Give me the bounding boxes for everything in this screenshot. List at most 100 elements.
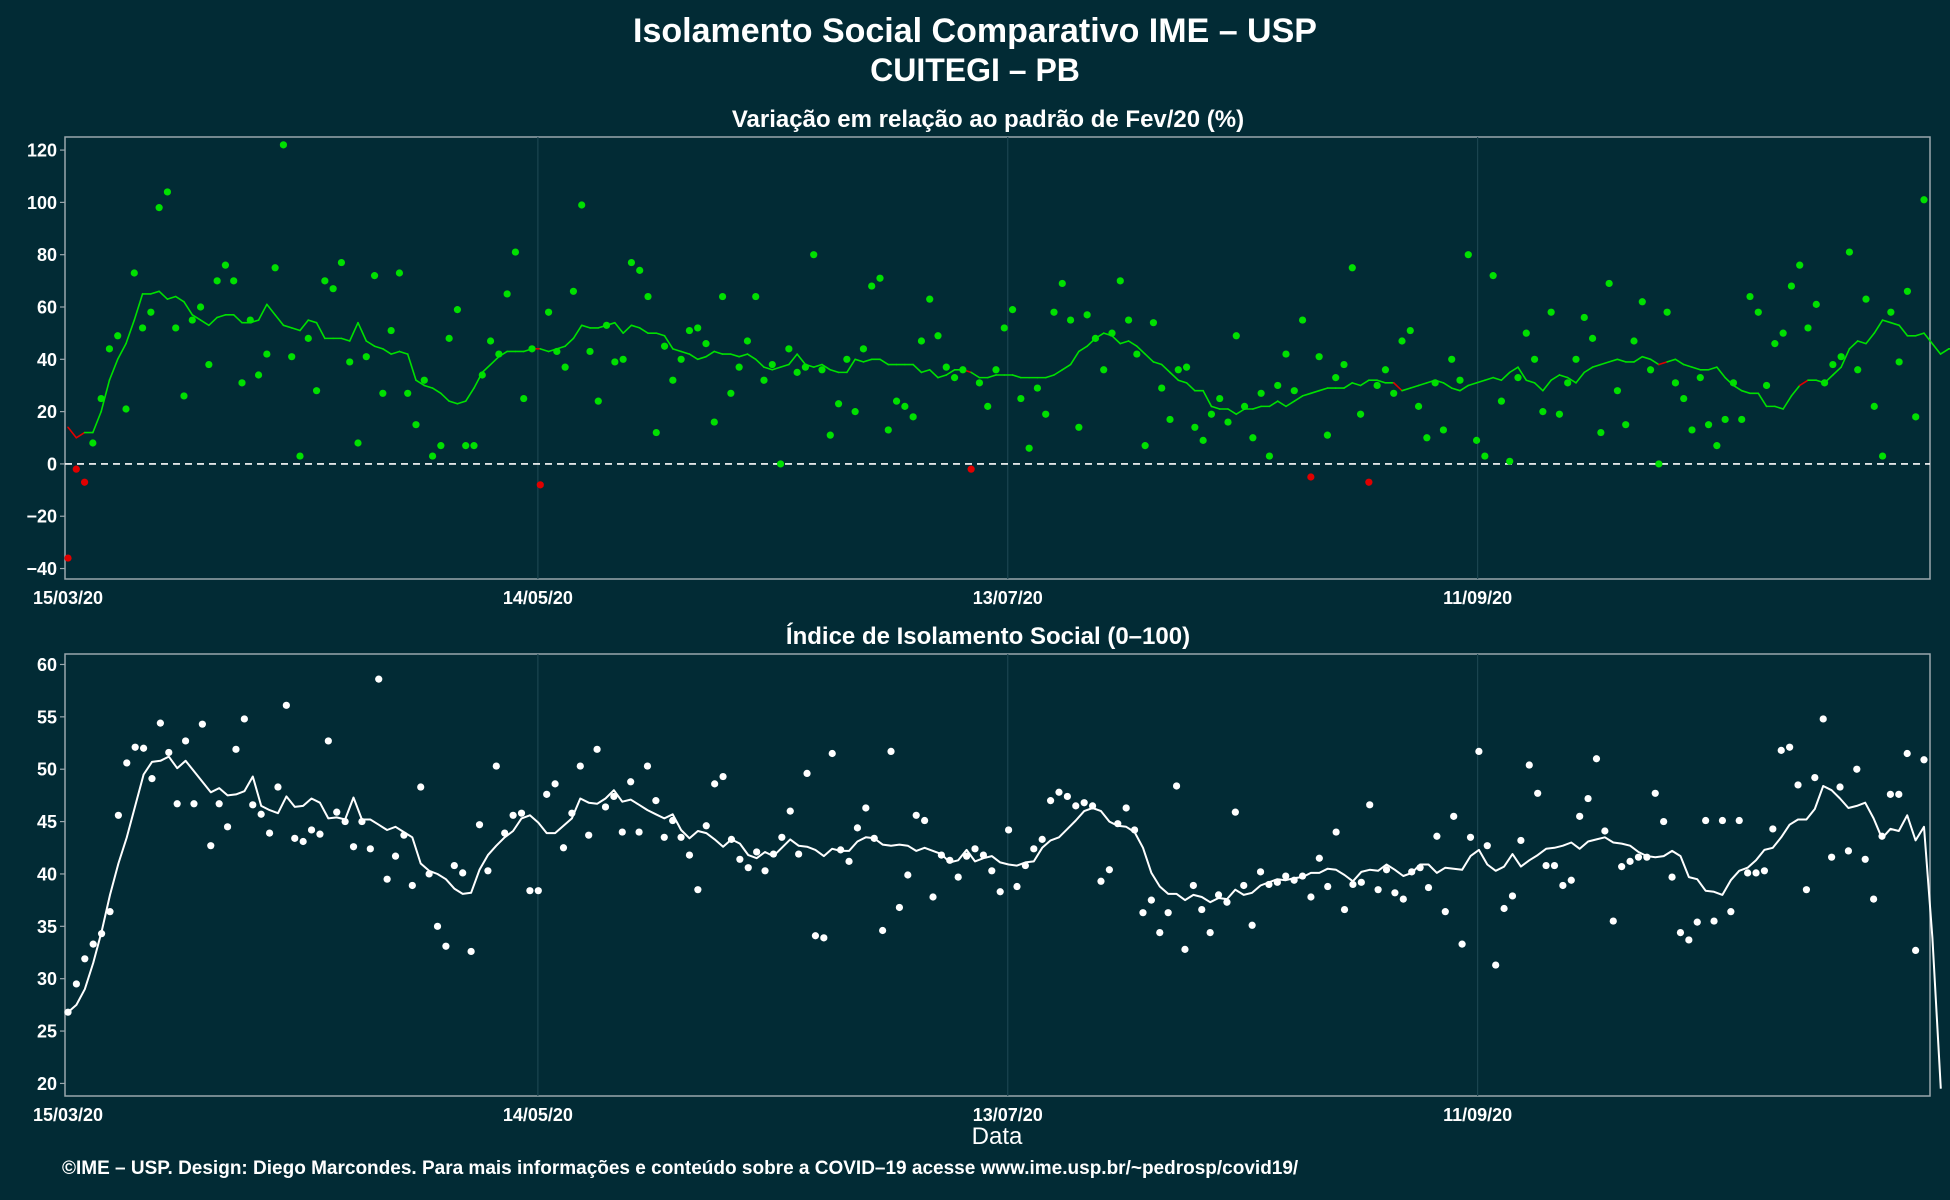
moving-average-segment: [1575, 371, 1586, 384]
data-point: [884, 426, 892, 434]
moving-average-segment: [1459, 384, 1470, 392]
data-point: [1013, 882, 1021, 891]
data-point: [876, 274, 884, 282]
data-point: [1559, 881, 1567, 890]
data-point: [785, 345, 793, 353]
moving-average-segment: [357, 321, 368, 342]
y-tick-label: 35: [37, 917, 57, 937]
data-point: [828, 749, 836, 758]
data-point: [988, 867, 996, 875]
data-point: [1588, 334, 1597, 342]
data-point: [635, 828, 643, 836]
data-point: [274, 783, 282, 791]
data-point: [1356, 410, 1365, 418]
data-point: [1895, 790, 1903, 798]
moving-average-segment: [1558, 374, 1569, 379]
data-point: [89, 439, 97, 447]
data-point: [1609, 917, 1617, 925]
data-point: [1114, 820, 1122, 828]
data-point: [324, 737, 332, 745]
data-point: [1828, 853, 1836, 861]
data-point: [249, 801, 257, 809]
data-point: [1381, 366, 1390, 374]
data-point: [904, 871, 912, 879]
data-point: [1265, 452, 1274, 460]
data-point: [586, 347, 594, 356]
data-point: [1729, 379, 1738, 387]
moving-average-segment: [937, 374, 948, 379]
data-point: [1332, 374, 1340, 382]
x-tick-label: 14/05/20: [503, 588, 573, 608]
data-point: [1332, 828, 1340, 836]
data-point: [1088, 802, 1097, 810]
x-tick-label: 15/03/20: [33, 1105, 103, 1125]
data-point: [1845, 248, 1854, 256]
data-point: [257, 810, 265, 818]
data-point: [1414, 402, 1423, 410]
data-point: [1149, 319, 1158, 327]
data-point: [1290, 387, 1298, 395]
data-point: [1638, 298, 1646, 306]
data-point: [602, 321, 611, 329]
data-point: [1100, 366, 1108, 374]
data-point: [1837, 353, 1845, 361]
data-point: [131, 743, 139, 751]
data-point: [644, 292, 652, 301]
data-point: [760, 376, 768, 384]
moving-average-segment: [1392, 382, 1403, 392]
data-point: [627, 258, 636, 267]
moving-average-segment: [1111, 334, 1122, 345]
moving-average-segment: [614, 321, 624, 334]
data-point: [188, 316, 196, 324]
moving-average-segment: [1078, 345, 1088, 353]
data-point: [578, 201, 586, 209]
data-point: [1472, 436, 1481, 444]
moving-average-segment: [912, 363, 923, 374]
data-point: [859, 345, 868, 353]
data-point: [1091, 334, 1100, 342]
data-point: [660, 342, 669, 350]
moving-average-segment: [1285, 400, 1296, 408]
data-point: [1754, 308, 1762, 316]
data-point: [484, 867, 492, 875]
x-tick-label: 13/07/20: [973, 588, 1043, 608]
moving-average-segment: [266, 303, 276, 316]
moving-average-segment: [1475, 379, 1486, 384]
moving-average-segment: [763, 366, 774, 371]
data-point: [404, 389, 412, 397]
data-point: [97, 930, 106, 938]
moving-average-segment: [688, 353, 699, 361]
moving-average-segment: [133, 293, 144, 321]
data-point: [769, 850, 778, 858]
data-point: [198, 720, 206, 728]
moving-average-segment: [1227, 408, 1238, 416]
data-point: [1794, 781, 1802, 789]
data-point: [594, 397, 602, 405]
moving-average-segment: [1633, 355, 1644, 363]
data-point: [400, 831, 408, 839]
data-point: [1475, 747, 1483, 756]
moving-average-segment: [730, 353, 740, 358]
data-point: [618, 828, 626, 836]
data-point: [1466, 833, 1475, 841]
data-point: [221, 261, 230, 269]
data-point: [165, 748, 173, 757]
moving-average-segment: [1898, 324, 1909, 337]
data-point: [1139, 909, 1147, 917]
data-point: [946, 856, 954, 864]
data-point: [64, 554, 72, 562]
data-point: [333, 808, 341, 816]
data-point: [478, 371, 486, 379]
data-point: [1555, 410, 1564, 418]
moving-average-segment: [158, 290, 169, 300]
data-point: [1721, 415, 1729, 424]
data-point: [1592, 755, 1601, 763]
data-point: [492, 762, 500, 770]
data-point: [288, 353, 296, 361]
moving-average-segment: [1691, 366, 1702, 371]
data-point: [536, 481, 544, 489]
moving-average-segment: [879, 358, 890, 366]
data-point: [1441, 908, 1449, 916]
data-point: [1704, 421, 1713, 429]
data-point: [851, 408, 859, 416]
